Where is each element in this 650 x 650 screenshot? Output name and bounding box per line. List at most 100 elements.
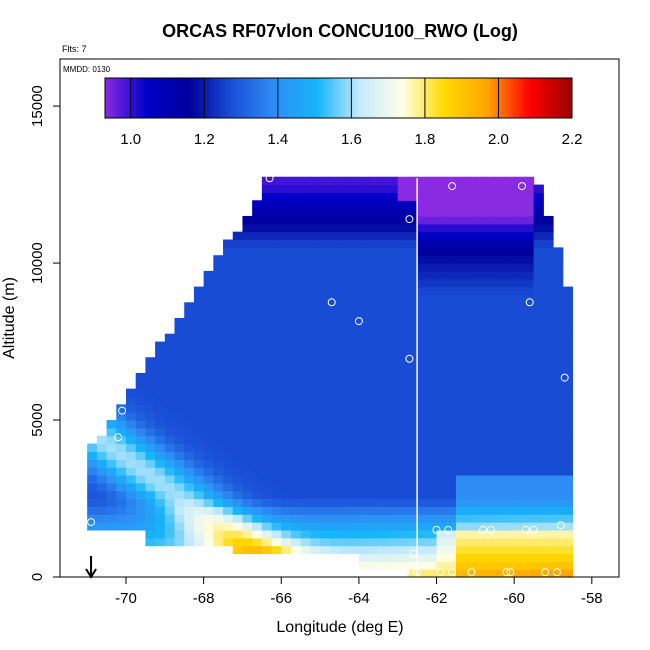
heatmap-cell	[358, 561, 370, 570]
heatmap-cell	[145, 365, 156, 374]
heatmap-cell	[242, 223, 253, 233]
heatmap-cell	[485, 443, 496, 453]
heatmap-cell	[135, 372, 146, 382]
observation-point	[265, 174, 274, 183]
heatmap-cell	[223, 333, 234, 343]
heatmap-cell	[358, 192, 370, 201]
heatmap-cell	[397, 545, 409, 555]
heatmap-cell	[504, 325, 515, 335]
heatmap-cell	[368, 514, 379, 523]
heatmap-cell	[494, 176, 506, 186]
heatmap-cell	[145, 467, 156, 476]
heatmap-cell	[135, 490, 146, 500]
heatmap-cell	[446, 318, 457, 327]
heatmap-cell	[388, 404, 399, 413]
heatmap-cell	[174, 427, 185, 437]
heatmap-cell	[300, 522, 311, 531]
heatmap-cell	[475, 318, 486, 327]
heatmap-cell	[349, 263, 360, 272]
heatmap-cell	[485, 427, 496, 437]
heatmap-cell	[553, 380, 564, 390]
observation-point	[118, 406, 127, 415]
heatmap-cell	[174, 490, 185, 500]
heatmap-cell	[261, 231, 273, 241]
heatmap-cell	[455, 341, 467, 350]
heatmap-cell	[135, 467, 146, 476]
heatmap-cell	[213, 302, 224, 311]
heatmap-cell	[514, 208, 525, 217]
heatmap-cell	[329, 537, 341, 547]
heatmap-cell	[358, 490, 370, 500]
heatmap-cell	[223, 451, 234, 460]
heatmap-cell	[465, 263, 476, 272]
observation-point	[479, 525, 488, 534]
heatmap-cell	[504, 459, 515, 468]
heatmap-cell	[339, 208, 350, 217]
heatmap-cell	[436, 310, 447, 319]
heatmap-cell	[397, 372, 409, 382]
heatmap-cell	[300, 380, 311, 390]
heatmap-cell	[426, 537, 438, 547]
heatmap-cell	[407, 192, 418, 201]
heatmap-cell	[368, 522, 379, 531]
heatmap-cell	[232, 396, 244, 405]
heatmap-cell	[446, 569, 457, 578]
heatmap-cell	[494, 357, 506, 366]
heatmap-cell	[455, 239, 467, 248]
colorbar-segment	[354, 78, 359, 118]
heatmap-cell	[533, 349, 544, 358]
heatmap-cell	[349, 278, 360, 288]
heatmap-cell	[358, 545, 370, 555]
heatmap-cell	[485, 412, 496, 421]
heatmap-cell	[213, 482, 224, 492]
heatmap-cell	[281, 420, 292, 429]
heatmap-cell	[465, 553, 476, 562]
heatmap-cell	[106, 490, 117, 500]
heatmap-cell	[455, 506, 467, 515]
heatmap-cell	[407, 349, 418, 358]
heatmap-cell	[310, 372, 321, 382]
heatmap-cell	[533, 388, 544, 398]
heatmap-cell	[455, 482, 467, 492]
observation-point	[525, 298, 534, 307]
colorbar-segment	[517, 78, 522, 118]
heatmap-cell	[417, 357, 428, 366]
heatmap-cell	[504, 514, 515, 523]
x-tick-label: -62	[426, 590, 448, 607]
heatmap-cell	[436, 263, 447, 272]
heatmap-cell	[397, 208, 409, 217]
heatmap-cell	[310, 427, 321, 437]
heatmap-cell	[514, 365, 525, 374]
heatmap-cell	[155, 522, 166, 531]
heatmap-cell	[145, 372, 156, 382]
heatmap-cell	[388, 286, 399, 296]
heatmap-cell	[465, 270, 476, 280]
colorbar-segment	[159, 78, 164, 118]
heatmap-cell	[436, 427, 447, 437]
heatmap-cell	[203, 294, 214, 303]
heatmap-cell	[252, 537, 263, 547]
heatmap-cell	[281, 176, 292, 186]
heatmap-cell	[436, 545, 447, 555]
heatmap-cell	[562, 522, 574, 531]
heatmap-cell	[252, 215, 263, 225]
heatmap-cell	[504, 270, 515, 280]
heatmap-cell	[378, 412, 389, 421]
colorbar-segment	[447, 78, 452, 118]
heatmap-cell	[96, 482, 108, 492]
heatmap-cell	[310, 357, 321, 366]
heatmap-cell	[368, 396, 379, 405]
heatmap-cell	[397, 404, 409, 413]
heatmap-cell	[504, 435, 515, 445]
heatmap-cell	[184, 325, 195, 335]
heatmap-cell	[252, 529, 263, 539]
x-tick-label: -64	[348, 590, 370, 607]
heatmap-cell	[164, 498, 176, 507]
heatmap-cell	[339, 333, 350, 343]
heatmap-cell	[446, 215, 457, 225]
heatmap-cell	[543, 294, 554, 303]
heatmap-cell	[514, 420, 525, 429]
heatmap-cell	[358, 537, 370, 547]
heatmap-cell	[349, 435, 360, 445]
